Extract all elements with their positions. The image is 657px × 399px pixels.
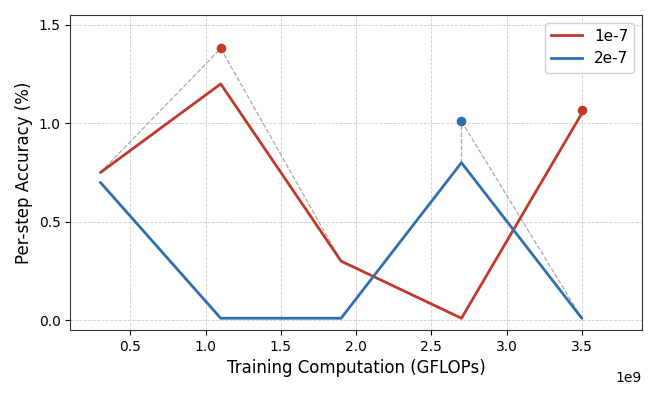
Text: 1e9: 1e9 [616,371,642,385]
Legend: 1e-7, 2e-7: 1e-7, 2e-7 [545,23,635,73]
Point [577,106,587,113]
Y-axis label: Per-step Accuracy (%): Per-step Accuracy (%) [15,81,33,264]
Point [215,45,226,51]
X-axis label: Training Computation (GFLOPs): Training Computation (GFLOPs) [227,359,486,377]
Point [456,118,466,124]
